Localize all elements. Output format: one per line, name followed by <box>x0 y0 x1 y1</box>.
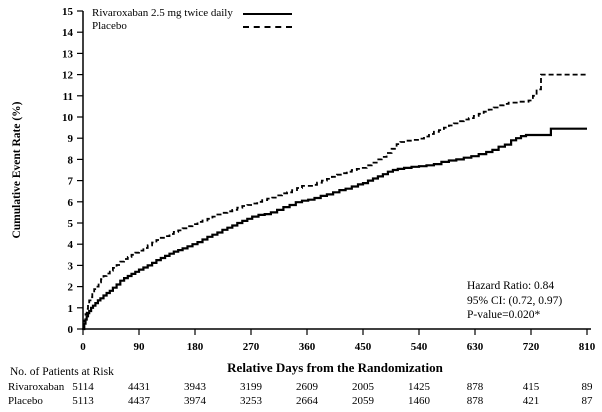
y-axis-title: Cumulative Event Rate (%) <box>11 101 23 239</box>
legend-row-rivaroxaban: Rivaroxaban 2.5 mg twice daily <box>92 7 292 20</box>
risk-cell: 3943 <box>184 381 206 393</box>
risk-cell: 421 <box>522 395 540 407</box>
risk-cell: 878 <box>466 381 484 393</box>
risk-row-label: Rivaroxaban <box>8 381 65 393</box>
risk-cell: 2059 <box>352 395 374 407</box>
risk-cell: 5114 <box>72 381 94 393</box>
x-tick-label: 540 <box>411 341 428 353</box>
risk-table-title: No. of Patients at Risk <box>10 366 114 378</box>
y-tick-label: 12 <box>62 70 74 82</box>
x-tick-label: 630 <box>467 341 484 353</box>
risk-cell: 1425 <box>408 381 430 393</box>
x-axis-title: Relative Days from the Randomization <box>227 360 443 375</box>
risk-cell: 87 <box>581 395 593 407</box>
risk-cell: 3253 <box>240 395 262 407</box>
risk-cell: 3974 <box>184 395 206 407</box>
y-tick-label: 0 <box>68 324 74 336</box>
rivaroxaban-curve <box>83 127 587 331</box>
risk-cell: 878 <box>466 395 484 407</box>
y-tick-label: 10 <box>62 112 74 124</box>
legend-row-placebo: Placebo <box>92 20 292 33</box>
y-tick-label: 7 <box>68 176 74 188</box>
y-tick-label: 2 <box>68 282 74 294</box>
risk-row-placebo: Placebo 5113 4437 3974 3253 2664 2059 1460 878 42… <box>0 395 602 408</box>
x-tick-label: 270 <box>243 341 260 353</box>
x-tick-label: 720 <box>523 341 540 353</box>
hazard-ratio-text: Hazard Ratio: 0.84 <box>467 280 555 292</box>
legend-dashed-line-sample <box>243 25 292 28</box>
placebo-curve <box>83 73 587 330</box>
risk-cell: 2609 <box>296 381 318 393</box>
x-tick-label: 0 <box>80 341 86 353</box>
risk-cell: 89 <box>581 381 593 393</box>
risk-row-label: Placebo <box>8 395 43 407</box>
legend-solid-line-sample <box>243 12 292 15</box>
x-tick-label: 810 <box>579 341 596 353</box>
risk-cell: 2664 <box>296 395 318 407</box>
confidence-interval-text: 95% CI: (0.72, 0.97) <box>467 294 563 307</box>
x-tick-label: 360 <box>299 341 316 353</box>
chart-legend: Rivaroxaban 2.5 mg twice daily Placebo <box>92 7 292 33</box>
risk-cell: 3199 <box>240 381 262 393</box>
hazard-ratio-annotation: Hazard Ratio: 0.84 95% CI: (0.72, 0.97) … <box>467 279 562 323</box>
p-value-text: P-value=0.020* <box>467 309 541 321</box>
risk-cell: 4437 <box>128 395 150 407</box>
x-tick-label: 450 <box>355 341 372 353</box>
y-tick-label: 9 <box>68 133 74 145</box>
y-tick-label: 5 <box>68 218 74 230</box>
y-tick-label: 13 <box>62 48 74 60</box>
y-tick-label: 14 <box>62 27 74 39</box>
risk-row-rivaroxaban: Rivaroxaban 5114 4431 3943 3199 2609 2005 1425 8… <box>0 381 602 394</box>
legend-label-placebo: Placebo <box>92 20 127 32</box>
y-tick-label: 6 <box>68 197 74 209</box>
legend-label-rivaroxaban: Rivaroxaban 2.5 mg twice daily <box>92 7 233 19</box>
x-tick-label: 180 <box>187 341 204 353</box>
y-tick-label: 4 <box>68 239 74 251</box>
y-tick-label: 1 <box>68 303 74 315</box>
y-tick-label: 15 <box>62 6 74 18</box>
y-tick-label: 11 <box>63 91 73 103</box>
y-tick-label: 8 <box>68 154 74 166</box>
risk-cell: 2005 <box>352 381 374 393</box>
x-tick-label: 90 <box>134 341 146 353</box>
risk-cell: 4431 <box>128 381 150 393</box>
risk-cell: 5113 <box>72 395 94 407</box>
risk-cell: 415 <box>522 381 540 393</box>
y-tick-label: 3 <box>68 260 74 272</box>
risk-cell: 1460 <box>408 395 430 407</box>
